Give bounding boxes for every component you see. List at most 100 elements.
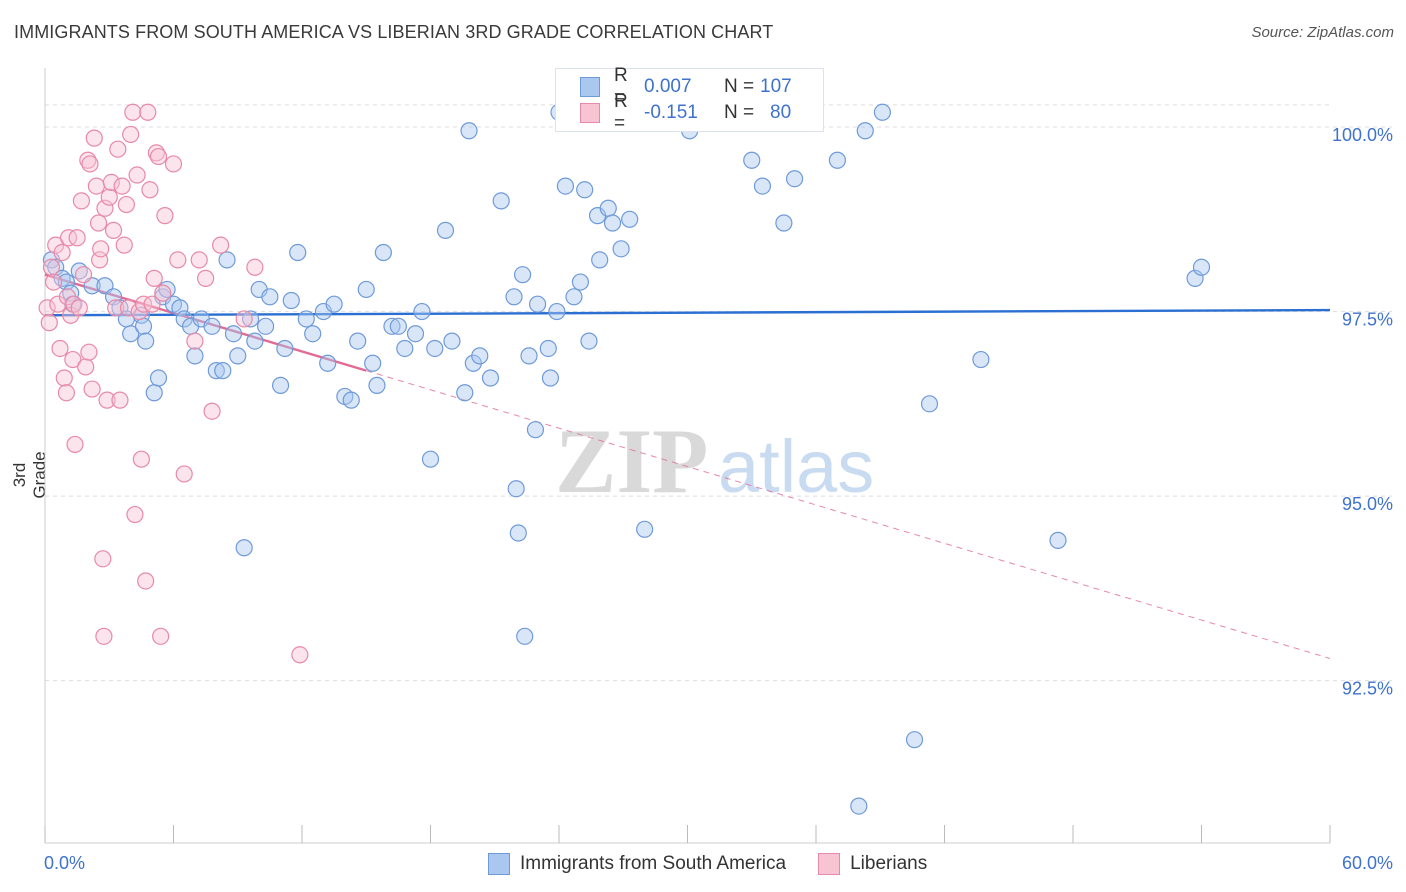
point-south-america [599, 199, 617, 217]
point-south-america [319, 354, 337, 372]
point-liberians [53, 243, 71, 262]
point-liberians [57, 384, 76, 402]
point-liberians [77, 358, 95, 376]
point-liberians [203, 402, 221, 420]
point-liberians [98, 391, 116, 409]
point-south-america [149, 369, 168, 387]
y-tick-label: 97.5% [1342, 310, 1393, 330]
point-south-america [396, 339, 414, 358]
point-south-america [571, 273, 590, 291]
point-south-america [374, 243, 392, 262]
point-south-america [565, 288, 583, 306]
point-south-america [383, 317, 401, 335]
correlation-legend: R = 0.007 N = 107 R = -0.151 N = 80 [555, 65, 824, 134]
series-swatch-pink [818, 853, 841, 875]
point-liberians [246, 258, 264, 276]
point-liberians [95, 627, 113, 645]
series-legend-item-liberians[interactable]: Liberians [818, 853, 927, 875]
point-liberians [94, 550, 112, 568]
point-liberians [152, 627, 170, 645]
point-liberians [154, 284, 172, 302]
point-south-america [276, 339, 294, 358]
point-south-america [528, 295, 547, 313]
point-south-america [406, 325, 425, 343]
point-south-america [214, 362, 232, 380]
point-south-america [134, 317, 153, 335]
point-liberians [126, 505, 144, 524]
point-liberians [122, 125, 140, 144]
point-liberians [102, 173, 120, 192]
point-liberians [68, 229, 86, 247]
point-liberians [190, 251, 208, 269]
point-south-america [389, 317, 407, 335]
point-liberians [74, 266, 93, 284]
point-liberians [107, 299, 125, 317]
legend-row-south-america: R = 0.007 N = 107 [580, 65, 792, 108]
point-liberians [51, 339, 69, 358]
point-south-america [856, 122, 874, 140]
series-legend-item-south-america[interactable]: Immigrants from South America [488, 853, 786, 875]
point-south-america [505, 288, 523, 306]
point-liberians [89, 214, 108, 232]
point-south-america [507, 480, 525, 498]
point-south-america [145, 384, 163, 402]
legend-row-liberians: R = -0.151 N = 80 [580, 91, 791, 134]
point-south-america [342, 391, 360, 409]
y-tick-label: 92.5% [1342, 679, 1393, 699]
trend-line-south-america [44, 308, 1331, 317]
point-south-america [207, 362, 225, 380]
point-liberians [81, 155, 99, 173]
point-liberians [40, 314, 58, 332]
point-south-america [556, 177, 575, 195]
point-south-america [580, 332, 598, 350]
point-south-america [171, 299, 189, 317]
point-liberians [141, 181, 159, 199]
point-south-america [920, 395, 939, 413]
y-tick-label: 100.0% [1332, 125, 1393, 145]
point-south-america [282, 291, 300, 310]
point-south-america [471, 347, 489, 365]
point-south-america [972, 350, 990, 369]
point-south-america [235, 539, 253, 557]
legend-n-label: N = [724, 102, 755, 123]
point-south-america [850, 797, 868, 815]
x-tick-label-left: 0.0% [44, 853, 85, 873]
point-liberians [291, 646, 309, 664]
point-liberians [104, 221, 123, 239]
point-south-america [492, 192, 510, 210]
point-south-america [364, 354, 382, 372]
point-liberians [156, 207, 174, 225]
point-south-america [246, 332, 264, 350]
point-liberians [87, 177, 106, 195]
y-tick-label: 95.0% [1342, 494, 1393, 514]
point-south-america [413, 302, 431, 321]
point-liberians [235, 310, 253, 328]
point-south-america [224, 325, 243, 343]
point-south-america [242, 310, 260, 328]
point-liberians [139, 103, 157, 121]
point-south-america [289, 243, 307, 262]
point-south-america [516, 627, 534, 645]
point-liberians [38, 299, 56, 317]
point-liberians [164, 155, 183, 173]
axes [44, 68, 1331, 844]
point-liberians [111, 391, 129, 409]
point-south-america [122, 325, 140, 343]
point-south-america [905, 731, 924, 749]
point-south-america [137, 332, 155, 350]
point-liberians [55, 369, 73, 387]
tick-labels: 100.0% 97.5% 95.0% 92.5% 0.0% 60.0% [44, 125, 1393, 873]
series-legend-label: Immigrants from South America [520, 853, 787, 874]
gridlines [45, 104, 1392, 682]
point-south-america [753, 177, 772, 195]
point-south-america [636, 520, 654, 538]
point-liberians [197, 269, 215, 287]
data-points [38, 103, 1211, 815]
point-south-america [426, 339, 444, 358]
point-south-america [520, 347, 538, 365]
point-liberians [83, 380, 101, 398]
legend-swatch-pink [580, 103, 600, 123]
point-south-america [261, 288, 279, 306]
point-liberians [115, 236, 133, 254]
